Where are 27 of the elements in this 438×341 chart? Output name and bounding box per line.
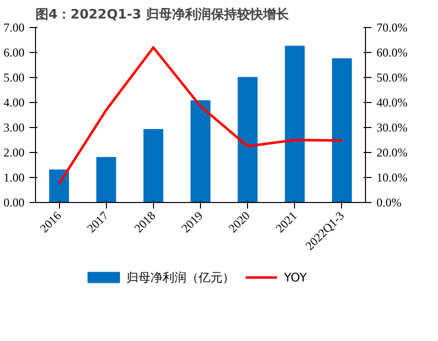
y2-tick-label: 30.0%: [376, 120, 408, 134]
y-tick-label: 0.00: [4, 196, 24, 210]
y2-tick-label: 10.0%: [376, 170, 408, 184]
bar: [238, 77, 258, 202]
y-tick-label: 6.00: [4, 46, 24, 60]
y-tick-label: 4.00: [4, 96, 24, 110]
y-tick-label: 7.00: [4, 20, 24, 34]
chart-title: 图4：2022Q1-3 归母净利润保持较快增长: [36, 6, 290, 22]
y-tick-label: 5.00: [4, 70, 24, 84]
bar: [96, 157, 116, 202]
bar: [143, 129, 164, 202]
bar: [49, 170, 69, 202]
y-tick-label: 1.00: [4, 170, 24, 184]
y-tick-label: 3.00: [4, 120, 24, 134]
bar: [284, 46, 305, 202]
y-tick-label: 2.00: [4, 146, 24, 160]
line-series: [58, 46, 344, 185]
y2-tick-label: 20.0%: [376, 146, 408, 160]
bar: [190, 100, 210, 202]
y2-tick-label: 70.0%: [376, 20, 408, 34]
legend-label: 归母净利润（亿元）: [126, 270, 234, 284]
y2-tick-label: 50.0%: [376, 70, 408, 84]
bar: [332, 58, 352, 202]
y2-tick-label: 60.0%: [376, 46, 408, 60]
y2-tick-label: 40.0%: [376, 96, 408, 110]
legend-label: YOY: [283, 270, 308, 284]
y2-tick-label: 0.0%: [376, 196, 402, 210]
